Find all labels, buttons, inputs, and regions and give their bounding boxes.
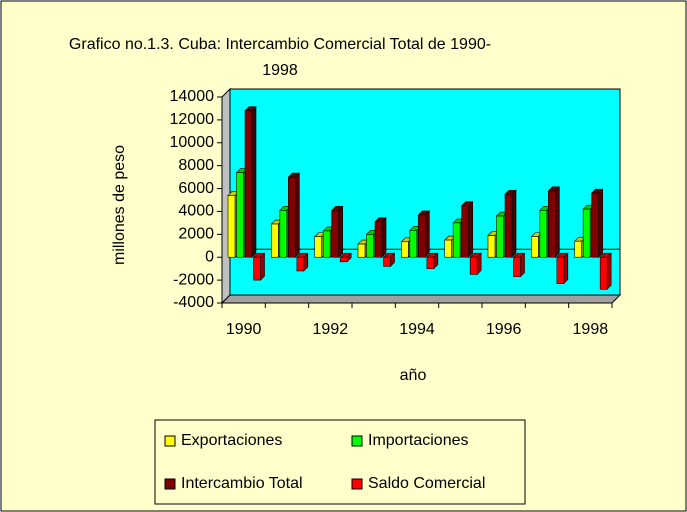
legend-label: Intercambio Total [181,475,303,492]
bar [314,236,322,258]
bar [599,256,608,290]
x-tick-label: 1996 [486,321,522,338]
legend-swatch [164,478,176,490]
bar-side [606,252,612,290]
bar [496,215,504,258]
bar [574,240,582,258]
bar [331,210,339,258]
bar [374,221,383,258]
y-tick-label: 14000 [170,88,215,105]
bar [339,256,348,263]
bar [539,210,548,258]
bar [469,256,478,275]
bar [487,235,496,258]
legend-label: Saldo Comercial [368,475,485,492]
y-tick-label: -4000 [173,294,214,311]
bar [271,223,279,258]
legend-label: Importaciones [368,432,469,449]
bar [548,190,556,258]
y-tick-label: 4000 [178,203,214,220]
bar [401,241,409,258]
bar [236,172,244,258]
x-axis-label: año [400,367,427,384]
bar [556,256,565,284]
bar-side [338,205,343,258]
bar-side [381,217,387,258]
y-tick-label: 12000 [170,111,215,128]
legend-box [154,419,526,505]
bar-side [598,188,603,258]
x-tick-label: 1992 [313,321,349,338]
bar [582,208,591,258]
bar [504,193,513,258]
bar [296,256,305,272]
bar [426,256,435,269]
y-tick-label: -2000 [173,271,214,288]
x-tick-label: 1994 [399,321,435,338]
bar-side [563,252,569,285]
legend-swatch [351,435,363,447]
legend-swatch [351,478,363,490]
bar [244,110,253,258]
bar-side [260,252,265,281]
bar-side [295,172,300,258]
bar [357,243,366,258]
bar [461,205,469,258]
bar [279,210,288,258]
y-tick-label: 2000 [178,226,214,243]
bar-side [555,186,560,258]
bar [227,195,236,258]
y-tick-label: 8000 [178,157,214,174]
bar-side [251,106,257,258]
bar [322,230,331,258]
bar [253,256,261,281]
y-axis-label: millones de peso [111,145,128,265]
y-tick-label: 10000 [170,134,215,151]
y-tick-label: 0 [205,248,214,265]
bar [418,214,426,258]
bar [444,239,452,258]
bar-side [468,200,473,258]
bar [513,256,521,277]
legend-label: Exportaciones [181,432,282,449]
plot-floor [220,294,622,304]
x-tick-label: 1990 [226,321,262,338]
bar [366,234,374,258]
x-tick-label: 1998 [573,321,609,338]
bar-side [511,189,517,258]
chart-title: Grafico no.1.3. Cuba: Intercambio Comerc… [68,36,492,79]
bar [591,192,599,258]
legend-swatch [164,435,176,447]
bar-side [425,210,430,258]
y-tick-label: 6000 [178,180,214,197]
bar [531,236,539,258]
bar [288,176,296,258]
bar [409,230,418,258]
bar [452,222,461,258]
bar [383,256,391,267]
